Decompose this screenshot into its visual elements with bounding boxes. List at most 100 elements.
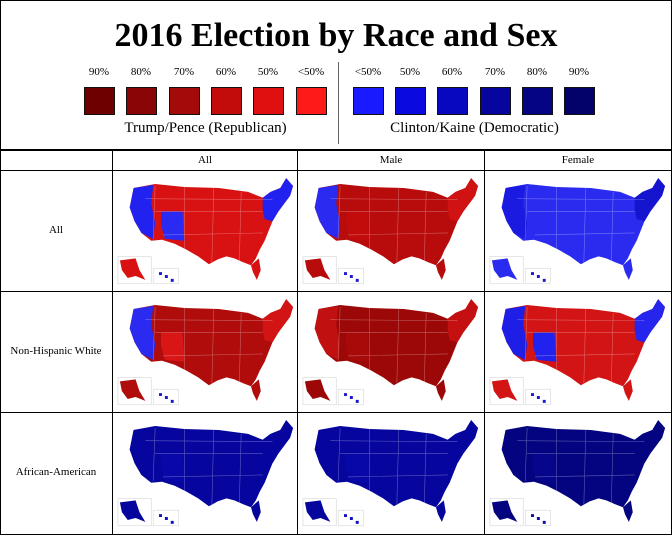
alaska-region — [304, 500, 331, 522]
us-map-graphic — [117, 178, 294, 285]
northeast-region — [262, 178, 294, 222]
state-borders — [145, 186, 273, 265]
state-borders — [330, 186, 458, 265]
republican-party-label: Trump/Pence (Republican) — [124, 120, 287, 136]
alaska-region — [304, 379, 331, 401]
grid-line — [297, 150, 298, 535]
alaska-region — [491, 379, 518, 401]
dem-swatch-60 — [437, 87, 468, 115]
west-coast-region — [129, 427, 156, 481]
dem-legend-label-60: 60% — [441, 66, 463, 78]
alaska-region — [491, 258, 518, 280]
grid-line — [0, 412, 672, 413]
map-all-all — [116, 173, 294, 289]
dem-swatch-50 — [395, 87, 426, 115]
map-white-male — [301, 294, 479, 410]
state-borders — [330, 428, 458, 507]
legend-divider — [338, 62, 339, 144]
us-map-graphic — [489, 299, 666, 406]
grid-line — [0, 150, 1, 535]
west-coast-region — [129, 306, 156, 360]
contiguous-us-region — [129, 299, 294, 387]
map-black-male — [301, 415, 479, 531]
west-coast-region — [314, 306, 341, 360]
dem-swatch-lt50 — [353, 87, 384, 115]
inset-frame — [117, 256, 179, 285]
rep-swatch-70 — [169, 87, 200, 115]
contiguous-us-region — [129, 178, 294, 266]
us-map-graphic — [302, 420, 479, 527]
grid-line — [0, 291, 672, 292]
west-coast-region — [314, 427, 341, 481]
us-map-graphic — [302, 178, 479, 285]
inset-frame — [489, 498, 551, 527]
rep-legend-label-50: 50% — [257, 66, 279, 78]
southwest-region — [160, 332, 185, 362]
contiguous-us-region — [501, 420, 666, 508]
inset-frame — [302, 377, 364, 406]
rep-swatch-50 — [253, 87, 284, 115]
alaska-region — [304, 258, 331, 280]
rep-legend-label-80: 80% — [130, 66, 152, 78]
hawaii-region — [159, 393, 174, 403]
florida-region — [622, 500, 633, 522]
hawaii-region — [159, 514, 174, 524]
dem-legend-label-80: 80% — [526, 66, 548, 78]
west-coast-region — [129, 185, 156, 239]
florida-region — [250, 258, 261, 280]
southwest-region — [532, 332, 557, 362]
southwest-region — [532, 211, 557, 241]
contiguous-us-region — [314, 299, 479, 387]
southwest-region — [532, 453, 557, 483]
rep-swatch-90 — [84, 87, 115, 115]
column-header-female: Female — [561, 154, 595, 166]
row-header-african-american: African-American — [15, 466, 97, 478]
hawaii-region — [159, 272, 174, 282]
row-header-non-hispanic-white: Non-Hispanic White — [10, 345, 102, 357]
northeast-region — [634, 420, 666, 464]
rep-legend-label-70: 70% — [173, 66, 195, 78]
northeast-region — [634, 299, 666, 343]
us-map-graphic — [489, 178, 666, 285]
contiguous-us-region — [129, 420, 294, 508]
florida-region — [622, 379, 633, 401]
map-all-female — [488, 173, 666, 289]
rep-legend-label-90: 90% — [88, 66, 110, 78]
northeast-region — [447, 299, 479, 343]
state-borders — [145, 307, 273, 386]
hawaii-region — [531, 514, 546, 524]
dem-legend-label-50: 50% — [399, 66, 421, 78]
grid-line — [112, 150, 113, 535]
grid-line — [0, 170, 672, 171]
hawaii-region — [344, 393, 359, 403]
northeast-region — [447, 420, 479, 464]
inset-frame — [302, 256, 364, 285]
northeast-region — [262, 420, 294, 464]
state-borders — [145, 428, 273, 507]
hawaii-region — [531, 272, 546, 282]
grid-line — [484, 150, 485, 535]
inset-frame — [117, 498, 179, 527]
hawaii-region — [344, 514, 359, 524]
dem-legend-label-70: 70% — [484, 66, 506, 78]
southwest-region — [345, 211, 370, 241]
alaska-region — [119, 379, 146, 401]
southwest-region — [160, 211, 185, 241]
rep-swatch-lt50 — [296, 87, 327, 115]
rep-swatch-60 — [211, 87, 242, 115]
inset-frame — [489, 377, 551, 406]
row-header-all: All — [48, 224, 64, 236]
chart-title: 2016 Election by Race and Sex — [114, 17, 558, 54]
inset-frame — [117, 377, 179, 406]
map-all-male — [301, 173, 479, 289]
west-coast-region — [501, 427, 528, 481]
map-white-all — [116, 294, 294, 410]
west-coast-region — [314, 185, 341, 239]
inset-frame — [302, 498, 364, 527]
west-coast-region — [501, 185, 528, 239]
northeast-region — [447, 178, 479, 222]
column-header-all: All — [197, 154, 213, 166]
rep-swatch-80 — [126, 87, 157, 115]
grid-line — [0, 150, 672, 151]
west-coast-region — [501, 306, 528, 360]
